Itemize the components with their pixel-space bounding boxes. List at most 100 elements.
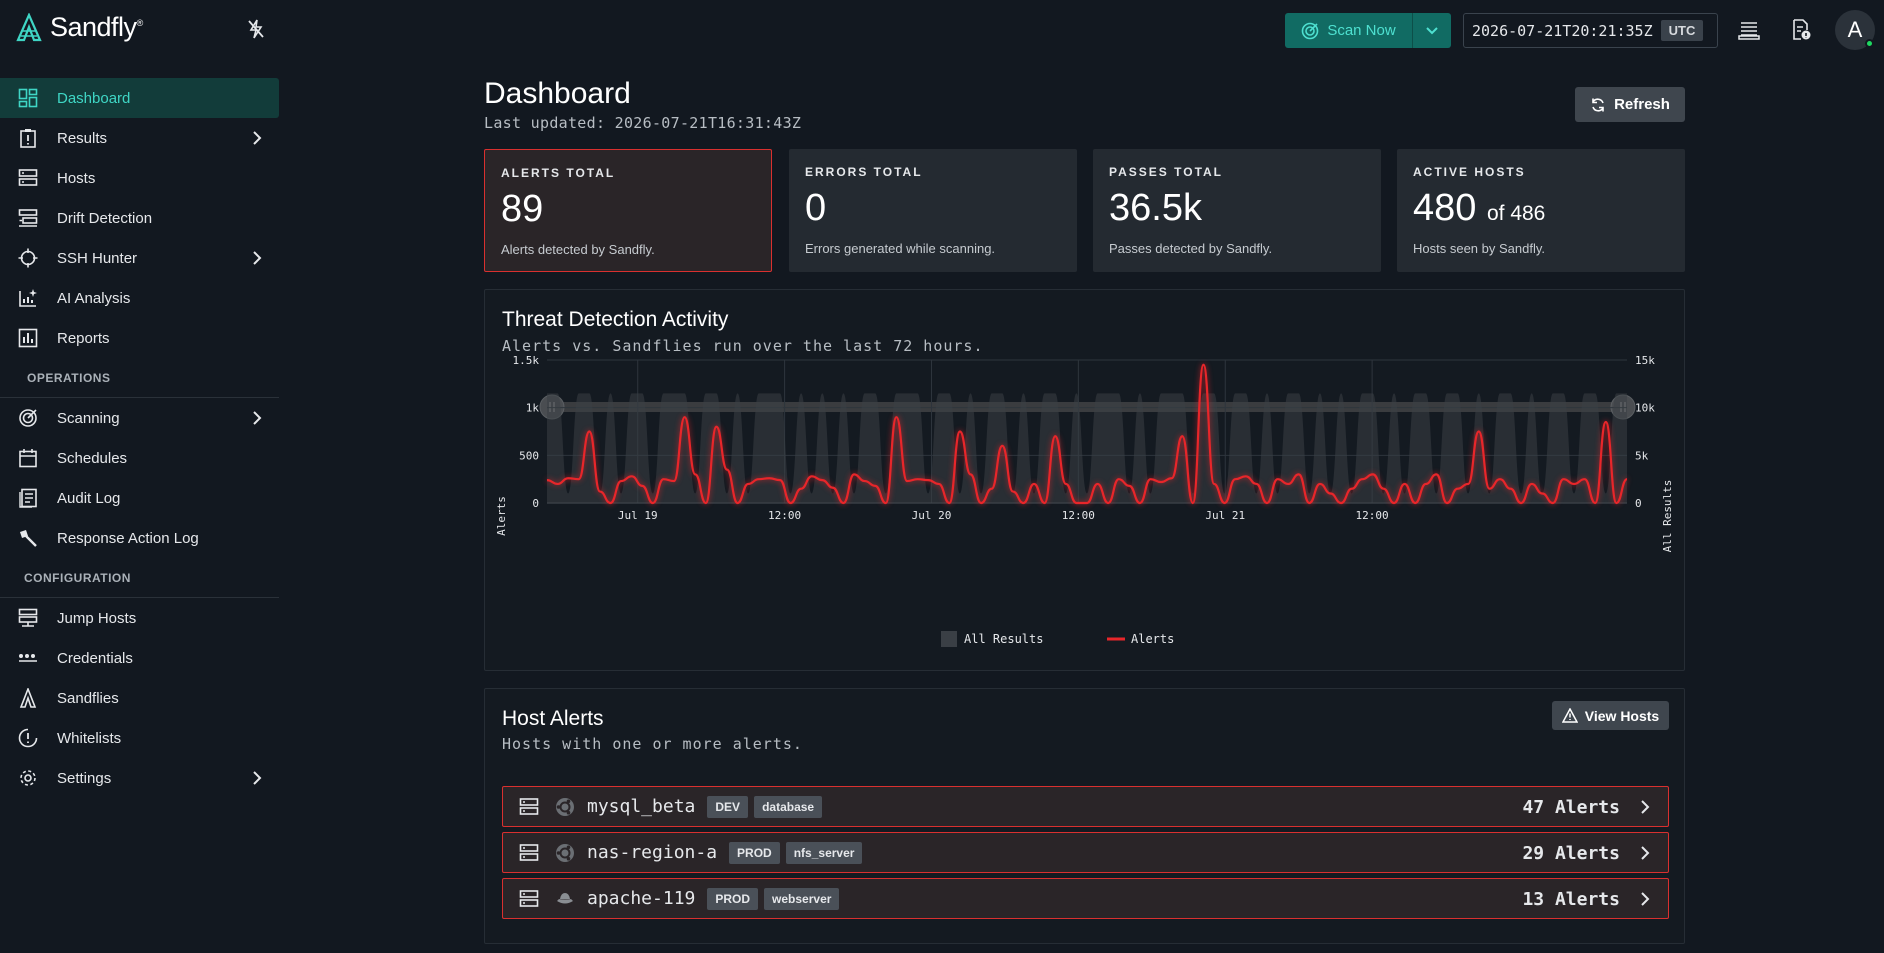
chevron-right-icon (1641, 846, 1650, 860)
notifications-doc-icon[interactable] (1789, 18, 1813, 42)
ubuntu-icon (556, 843, 574, 862)
sidebar-item-sandflies[interactable]: Sandflies (0, 678, 280, 718)
stat-label: PASSES TOTAL (1109, 165, 1224, 179)
activity-chart: 0 0 500 5k 1k 10k 1.5k 15k Jul 19 12:00 Jul 20 12:0… (495, 354, 1674, 647)
y2-tick-label: 15k (1635, 354, 1655, 367)
sidebar-item-jump-hosts[interactable]: Jump Hosts (0, 598, 280, 638)
redhat-icon (557, 892, 573, 903)
sidebar-item-label: Results (57, 129, 108, 147)
x-tick-label: Jul 19 (618, 509, 658, 522)
y-axis-title: Alerts (495, 496, 508, 536)
stat-description: Hosts seen by Sandfly. (1413, 241, 1545, 256)
current-time-display: 2026-07-21T20:21:35Z UTC (1463, 13, 1718, 48)
ai-chart-icon (19, 289, 37, 307)
sidebar-item-label: Whitelists (57, 729, 122, 747)
ubuntu-icon (556, 797, 574, 816)
chevron-right-icon (253, 411, 262, 425)
online-status-dot (1865, 39, 1874, 48)
sidebar-item-ai-analysis[interactable]: AI Analysis (0, 278, 280, 318)
sidebar-item-label: AI Analysis (57, 289, 131, 307)
stat-description: Errors generated while scanning. (805, 241, 996, 256)
sidebar-item-hosts[interactable]: Hosts (0, 158, 280, 198)
sidebar-item-label: Reports (57, 329, 110, 347)
view-hosts-label: View Hosts (1584, 707, 1660, 724)
sidebar-item-whitelists[interactable]: Whitelists (0, 718, 280, 758)
app-logo[interactable]: Sandfly® (14, 12, 143, 43)
shield-exclaim-icon (18, 728, 38, 748)
last-updated: Last updated: 2026-07-21T16:31:43Z (484, 114, 802, 132)
alert-count: 47 Alerts (1522, 797, 1620, 818)
bar-report-icon (18, 328, 38, 348)
scan-options-dropdown[interactable] (1413, 13, 1451, 48)
sidebar-item-label: Sandflies (57, 689, 119, 707)
stat-value: 89 (501, 188, 544, 230)
chevron-right-icon (253, 771, 262, 785)
gear-icon (20, 770, 36, 786)
host-name: apache-119 (587, 888, 696, 909)
divider (0, 597, 279, 598)
refresh-label: Refresh (1614, 96, 1670, 113)
all-results-area (547, 393, 1627, 503)
sidebar-item-scanning[interactable]: Scanning (0, 398, 280, 438)
timezone-badge[interactable]: UTC (1660, 20, 1704, 41)
stat-value: 480 of 486 (1413, 187, 1546, 229)
sidebar-item-audit-log[interactable]: Audit Log (0, 478, 280, 518)
sidebar-item-label: Settings (57, 769, 112, 787)
refresh-button[interactable]: Refresh (1575, 87, 1685, 122)
job-queue-icon[interactable] (1737, 18, 1761, 42)
server-icon (519, 843, 539, 861)
server-icon (519, 889, 539, 907)
stat-label: ERRORS TOTAL (805, 165, 923, 179)
radar-icon (1302, 22, 1319, 39)
jump-server-icon (18, 608, 38, 627)
sidebar-item-label: Audit Log (57, 489, 121, 507)
page-title: Dashboard (484, 77, 631, 110)
panel-subtitle: Alerts vs. Sandflies run over the last 7… (502, 337, 984, 355)
host-alert-row[interactable]: nas-region-a PROD nfs_server 29 Alerts (502, 832, 1669, 873)
crosshair-icon (18, 248, 38, 268)
dashboard-icon (18, 88, 38, 108)
host-tag: DEV (707, 795, 749, 818)
scan-now-button[interactable]: Scan Now (1285, 13, 1413, 48)
stat-card-errors[interactable]: ERRORS TOTAL 0 Errors generated while sc… (789, 149, 1077, 272)
flash-off-icon[interactable] (246, 18, 266, 40)
document-list-icon (19, 488, 37, 508)
sidebar: Dashboard Results Hosts Drift Detection … (0, 78, 280, 798)
sidebar-item-drift-detection[interactable]: Drift Detection (0, 198, 280, 238)
stat-description: Alerts detected by Sandfly. (501, 242, 655, 257)
sidebar-item-ssh-hunter[interactable]: SSH Hunter (0, 238, 280, 278)
sidebar-item-reports[interactable]: Reports (0, 318, 280, 358)
y2-tick-label: 5k (1635, 449, 1649, 462)
sidebar-item-label: Hosts (57, 169, 96, 187)
y2-tick-label: 0 (1635, 497, 1642, 510)
server-icon (18, 169, 38, 186)
x-tick-label: Jul 20 (912, 509, 952, 522)
stat-card-alerts[interactable]: ALERTS TOTAL 89 Alerts detected by Sandf… (484, 149, 772, 272)
sidebar-item-label: Schedules (57, 449, 128, 467)
clipboard-alert-icon (20, 129, 36, 148)
calendar-icon (19, 449, 37, 468)
stat-card-passes[interactable]: PASSES TOTAL 36.5k Passes detected by Sa… (1093, 149, 1381, 272)
alerts-line (546, 363, 1628, 505)
panel-title: Threat Detection Activity (502, 308, 729, 331)
section-label-configuration: CONFIGURATION (0, 558, 280, 598)
sidebar-item-response-action-log[interactable]: Response Action Log (0, 518, 280, 558)
view-hosts-button[interactable]: View Hosts (1552, 701, 1669, 730)
host-name: mysql_beta (587, 796, 696, 817)
user-avatar[interactable]: A (1835, 10, 1875, 50)
stat-card-active-hosts[interactable]: ACTIVE HOSTS 480 of 486 Hosts seen by Sa… (1397, 149, 1685, 272)
zoom-slider-track[interactable] (540, 402, 1623, 412)
section-label-operations: OPERATIONS (0, 358, 280, 398)
sidebar-item-schedules[interactable]: Schedules (0, 438, 280, 478)
sandfly-logo-icon (16, 12, 42, 41)
sidebar-item-dashboard[interactable]: Dashboard (0, 78, 279, 118)
sidebar-item-credentials[interactable]: Credentials (0, 638, 280, 678)
panel-subtitle: Hosts with one or more alerts. (502, 735, 803, 753)
host-alert-row[interactable]: apache-119 PROD webserver 13 Alerts (502, 878, 1669, 919)
sidebar-item-results[interactable]: Results (0, 118, 280, 158)
host-alert-row[interactable]: mysql_beta DEV database 47 Alerts (502, 786, 1669, 827)
legend-swatch-all-results[interactable] (941, 631, 957, 647)
sidebar-item-settings[interactable]: Settings (0, 758, 280, 798)
legend-label-alerts: Alerts (1131, 632, 1174, 646)
sidebar-item-label: Jump Hosts (57, 609, 137, 627)
